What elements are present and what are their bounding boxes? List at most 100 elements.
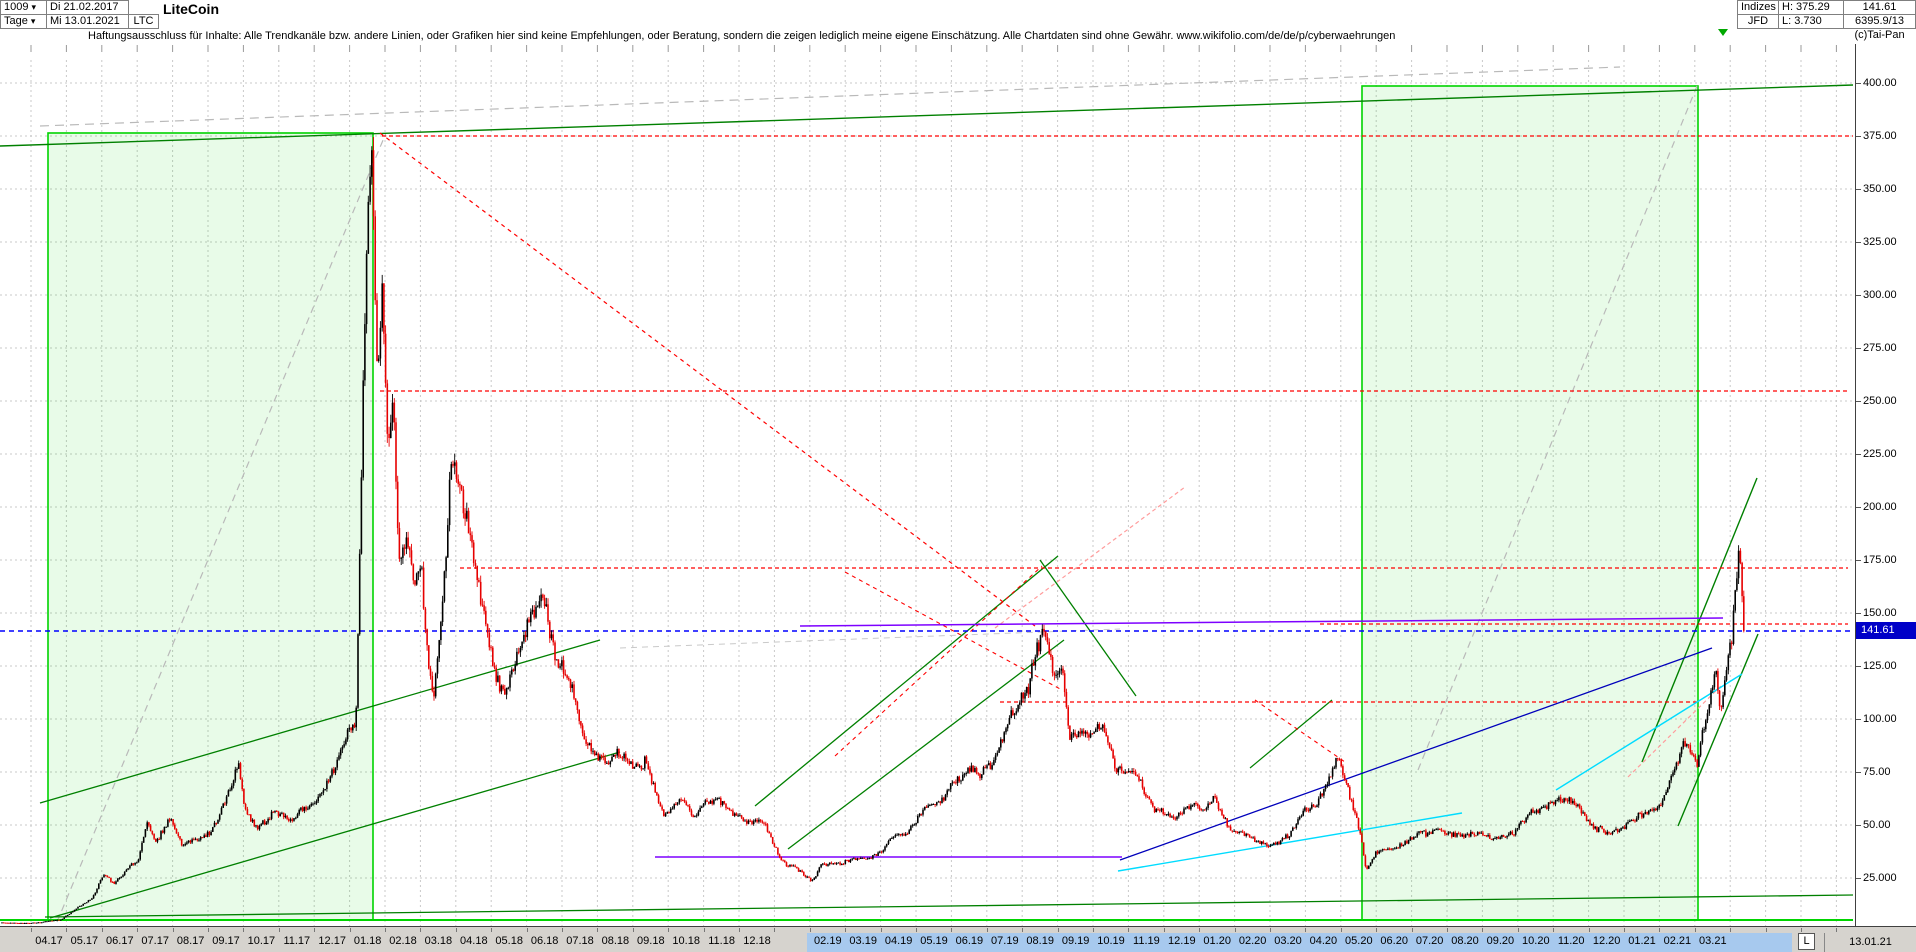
range-high-cell: H: 375.29	[1778, 0, 1844, 15]
x-axis-label: 12.19	[1168, 935, 1196, 947]
x-axis-tick	[739, 928, 740, 932]
x-axis-tick	[1836, 928, 1838, 932]
x-axis-label: 10.20	[1522, 935, 1550, 947]
x-axis-label: 06.19	[955, 935, 984, 947]
x-axis-tick	[1730, 928, 1732, 932]
x-axis-label: 03.20	[1274, 935, 1302, 947]
x-axis-label: 11.19	[1133, 935, 1160, 947]
range-low-cell: L: 3.730	[1778, 14, 1844, 29]
x-axis-tick	[172, 928, 174, 932]
x-axis-label: 05.20	[1345, 935, 1373, 947]
y-axis-tick	[1856, 454, 1861, 455]
x-axis-label: 09.20	[1486, 935, 1515, 947]
start-date-cell: Di 21.02.2017	[46, 0, 129, 15]
bars-count-value: 1009	[4, 1, 29, 13]
x-axis-tick	[1022, 928, 1024, 932]
y-axis-tick	[1856, 772, 1861, 773]
bars-count-dropdown[interactable]: 1009	[0, 0, 47, 15]
y-axis-tick	[1856, 189, 1861, 190]
x-axis-label: 04.20	[1309, 935, 1338, 947]
y-axis-label: 100.00	[1863, 713, 1897, 725]
x-axis-tick	[668, 928, 670, 932]
x-axis-tick	[1305, 928, 1307, 932]
x-axis-label: 02.18	[389, 935, 417, 947]
x-axis-tick	[1482, 928, 1484, 932]
provider-cell: JFD	[1737, 14, 1779, 29]
x-axis-tick	[1057, 928, 1059, 932]
x-axis-label: 08.20	[1451, 935, 1479, 947]
x-axis-label: 08.17	[176, 935, 205, 947]
y-axis-label: 325.00	[1863, 236, 1897, 248]
y-axis-label: 300.00	[1863, 289, 1897, 301]
y-axis-label: 125.00	[1863, 660, 1897, 672]
x-axis-tick	[1163, 928, 1165, 932]
x-axis-label: 10.17	[247, 935, 276, 947]
x-axis-label: 12.20	[1592, 935, 1621, 947]
x-axis[interactable]: L 13.01.21 04.17 05.17 06.17 07.17 08.17 09.1…	[0, 926, 1916, 952]
y-axis-tick	[1856, 560, 1861, 561]
x-axis-label: 01.20	[1203, 935, 1231, 947]
x-axis-label: 03.19	[849, 935, 877, 947]
last-price-badge: 141.61	[1856, 622, 1916, 639]
x-axis-tick	[632, 928, 634, 932]
extra-info-cell: 6395.9/13	[1843, 14, 1916, 29]
disclaimer-text: Haftungsausschluss für Inhalte: Alle Tre…	[88, 30, 1396, 42]
x-axis-tick	[774, 928, 776, 932]
x-axis-tick	[385, 928, 386, 932]
x-axis-tick	[31, 928, 32, 932]
x-axis-label: 07.19	[991, 935, 1019, 947]
x-axis-tick	[1553, 928, 1555, 932]
x-axis-tick	[1376, 928, 1378, 932]
y-axis-label: 400.00	[1863, 77, 1897, 89]
period-value: Tage	[4, 15, 28, 27]
x-axis-tick	[916, 928, 917, 932]
y-axis-tick	[1856, 83, 1861, 84]
x-axis-label: 02.20	[1238, 935, 1267, 947]
x-axis-tick	[137, 928, 139, 932]
x-axis-tick	[1199, 928, 1201, 932]
y-axis-label: 225.00	[1863, 448, 1897, 460]
y-axis-tick	[1856, 136, 1861, 137]
x-axis-tick	[1128, 928, 1130, 932]
x-axis-tick	[986, 928, 988, 932]
y-axis-label: 350.00	[1863, 183, 1897, 195]
x-axis-tick	[1801, 928, 1802, 932]
last-bar-marker-icon	[1718, 29, 1728, 36]
x-axis-tick	[243, 928, 245, 932]
x-axis-label: 08.18	[601, 935, 630, 947]
y-axis-label: 250.00	[1863, 395, 1897, 407]
y-axis-tick	[1856, 613, 1861, 614]
x-axis-label: 05.18	[495, 935, 523, 947]
x-axis-tick	[845, 928, 847, 932]
y-axis[interactable]: 141.61 400.00 375.00 350.00 325.00 300.00 275…	[1855, 44, 1916, 926]
x-axis-tick	[1447, 928, 1448, 932]
x-axis-label: 04.19	[884, 935, 913, 947]
x-axis-label: 11.18	[708, 935, 735, 947]
y-axis-tick	[1856, 401, 1861, 402]
y-axis-tick	[1856, 507, 1861, 508]
log-scale-button[interactable]: L	[1798, 933, 1815, 950]
period-dropdown[interactable]: Tage	[0, 14, 47, 29]
x-axis-tick	[1765, 928, 1767, 932]
y-axis-label: 150.00	[1863, 607, 1897, 619]
x-axis-tick	[1270, 928, 1271, 932]
x-axis-tick	[66, 928, 68, 932]
x-axis-label: 12.17	[318, 935, 346, 947]
x-axis-label: 12.18	[743, 935, 771, 947]
x-axis-tick	[880, 928, 882, 932]
x-axis-label: 07.20	[1415, 935, 1444, 947]
x-axis-tick	[314, 928, 316, 932]
y-axis-tick	[1856, 295, 1861, 296]
x-axis-tick	[491, 928, 493, 932]
x-axis-label: 04.18	[460, 935, 488, 947]
x-axis-label: 10.19	[1097, 935, 1125, 947]
x-axis-label: 07.17	[141, 935, 169, 947]
x-axis-tick	[703, 928, 705, 932]
x-axis-tick	[101, 928, 103, 932]
y-axis-label: 25.000	[1863, 872, 1897, 884]
price-chart[interactable]	[0, 44, 1855, 926]
x-axis-label: 11.17	[283, 935, 311, 947]
x-axis-tick	[1093, 928, 1094, 932]
y-axis-tick	[1856, 666, 1861, 667]
